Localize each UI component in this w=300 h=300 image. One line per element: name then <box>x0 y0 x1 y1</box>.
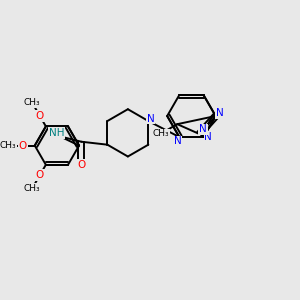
Text: CH₃: CH₃ <box>24 184 40 193</box>
Text: NH: NH <box>49 128 64 138</box>
Text: O: O <box>36 111 44 121</box>
Text: N: N <box>216 108 224 118</box>
Text: O: O <box>19 141 27 151</box>
Text: CH₃: CH₃ <box>0 141 16 150</box>
Text: CH₃: CH₃ <box>152 129 169 138</box>
Text: O: O <box>77 160 86 170</box>
Text: N: N <box>147 114 154 124</box>
Text: N: N <box>174 136 182 146</box>
Text: N: N <box>199 124 207 134</box>
Text: CH₃: CH₃ <box>24 98 40 107</box>
Text: N: N <box>204 132 212 142</box>
Text: O: O <box>36 170 44 180</box>
